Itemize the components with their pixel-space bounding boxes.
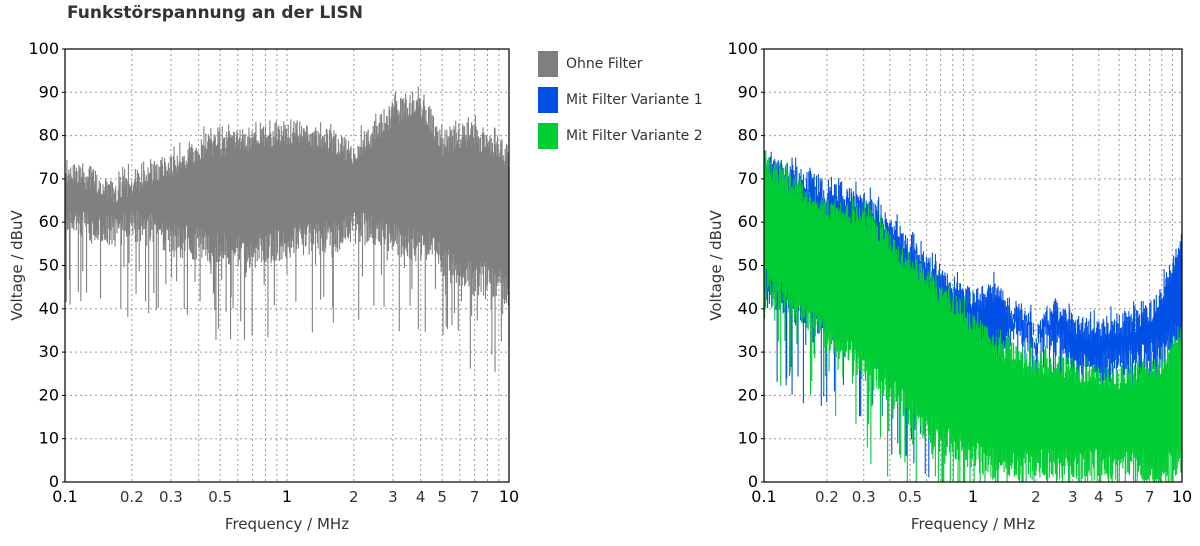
x-axis-label: Frequency / MHz bbox=[225, 515, 349, 533]
x-tick-label: 0.1 bbox=[751, 487, 776, 506]
y-tick-label: 70 bbox=[738, 169, 758, 188]
y-tick-label: 30 bbox=[738, 342, 758, 361]
y-tick-label: 100 bbox=[727, 39, 758, 58]
y-tick-label: 100 bbox=[28, 39, 59, 58]
y-axis-label: Voltage / dBuV bbox=[707, 210, 725, 321]
chart-mit-filter: 0 10 20 30 40 50 60 70 80 90 100 0.1 0.2 0.3 0.5 1 2 3 4 5 7… bbox=[707, 39, 1192, 533]
x-tick-label: 4 bbox=[416, 488, 426, 506]
y-tick-label: 80 bbox=[738, 126, 758, 145]
x-tick-label: 0.5 bbox=[898, 488, 922, 506]
legend-label: Mit Filter Variante 2 bbox=[566, 128, 703, 144]
y-tick-label: 50 bbox=[738, 256, 758, 275]
y-tick-label: 40 bbox=[738, 299, 758, 318]
x-tick-label: 0.3 bbox=[852, 488, 876, 506]
y-tick-label: 90 bbox=[39, 82, 59, 101]
x-tick-label: 0.1 bbox=[52, 487, 77, 506]
legend-label: Mit Filter Variante 1 bbox=[566, 92, 703, 108]
x-tick-label: 3 bbox=[1068, 488, 1078, 506]
x-tick-label: 0.5 bbox=[208, 488, 232, 506]
x-tick-label: 1 bbox=[282, 487, 292, 506]
x-tick-label: 1 bbox=[968, 487, 978, 506]
y-axis-label: Voltage / dBuV bbox=[8, 210, 26, 321]
y-tick-label: 10 bbox=[39, 429, 59, 448]
series-mit-filter-variante-2 bbox=[764, 150, 1182, 482]
x-tick-label: 3 bbox=[388, 488, 398, 506]
page-title: Funkstörspannung an der LISN bbox=[67, 3, 363, 23]
x-tick-label: 10 bbox=[1172, 487, 1192, 506]
legend-swatch bbox=[538, 87, 558, 113]
y-tick-label: 40 bbox=[39, 299, 59, 318]
x-tick-label: 5 bbox=[1114, 488, 1124, 506]
y-tick-label: 20 bbox=[39, 385, 59, 404]
y-tick-label: 70 bbox=[39, 169, 59, 188]
legend-item-1: Mit Filter Variante 1 bbox=[538, 82, 703, 118]
x-tick-label: 7 bbox=[470, 488, 480, 506]
legend-item-0: Ohne Filter bbox=[538, 46, 703, 82]
x-tick-label: 4 bbox=[1094, 488, 1104, 506]
y-tick-label: 60 bbox=[39, 212, 59, 231]
chart-ohne-filter: 0 10 20 30 40 50 60 70 80 90 100 0.1 0.2 0.3 0.5 1 2 3 4 5 7… bbox=[8, 39, 519, 533]
legend-swatch bbox=[538, 51, 558, 77]
y-tick-label: 50 bbox=[39, 256, 59, 275]
x-tick-label: 10 bbox=[499, 487, 519, 506]
y-tick-label: 80 bbox=[39, 126, 59, 145]
y-tick-label: 10 bbox=[738, 429, 758, 448]
x-tick-label: 7 bbox=[1145, 488, 1155, 506]
y-tick-label: 60 bbox=[738, 212, 758, 231]
x-tick-label: 2 bbox=[349, 488, 359, 506]
x-tick-label: 5 bbox=[437, 488, 447, 506]
x-tick-label: 0.2 bbox=[815, 488, 839, 506]
x-tick-label: 0.3 bbox=[159, 488, 183, 506]
legend-label: Ohne Filter bbox=[566, 56, 643, 72]
y-tick-label: 0 bbox=[748, 472, 758, 491]
x-axis-label: Frequency / MHz bbox=[911, 515, 1035, 533]
legend: Ohne Filter Mit Filter Variante 1 Mit Filt… bbox=[538, 46, 703, 154]
x-tick-label: 0.2 bbox=[120, 488, 144, 506]
y-tick-label: 90 bbox=[738, 82, 758, 101]
y-tick-label: 20 bbox=[738, 385, 758, 404]
y-tick-label: 0 bbox=[49, 472, 59, 491]
x-tick-label: 2 bbox=[1031, 488, 1041, 506]
legend-item-2: Mit Filter Variante 2 bbox=[538, 118, 703, 154]
legend-swatch bbox=[538, 123, 558, 149]
y-tick-label: 30 bbox=[39, 342, 59, 361]
series-ohne-filter bbox=[65, 86, 509, 373]
